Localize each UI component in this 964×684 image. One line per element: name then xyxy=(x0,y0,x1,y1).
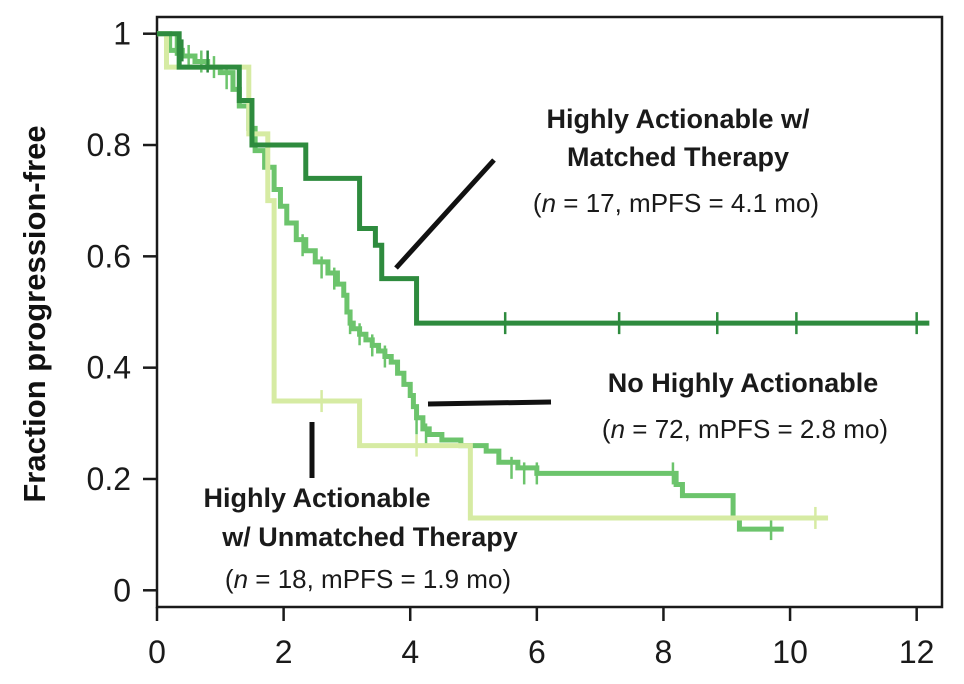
survival-step-line xyxy=(157,31,930,326)
annotation-matched-title-1: Highly Actionable w/ xyxy=(546,104,810,134)
x-tick-label: 2 xyxy=(275,634,293,670)
y-axis-ticks: 0 0.2 0.4 0.6 0.8 1 xyxy=(87,16,157,608)
survival-curves xyxy=(157,31,930,541)
annotation-no-actionable-subtitle: (n = 72, mPFS = 2.8 mo) xyxy=(602,414,888,444)
x-tick-label: 4 xyxy=(401,634,419,670)
y-tick-label: 0 xyxy=(113,572,131,608)
x-axis-ticks: 0 2 4 6 8 10 12 xyxy=(148,607,934,670)
y-tick-label: 0.2 xyxy=(87,461,131,497)
annotation-no-actionable: No Highly Actionable (n = 72, mPFS = 2.8… xyxy=(602,368,888,444)
annotation-unmatched-subtitle: (n = 18, mPFS = 1.9 mo) xyxy=(225,564,511,594)
annotation-unmatched: Highly Actionable w/ Unmatched Therapy (… xyxy=(203,483,517,594)
plot-frame xyxy=(155,15,944,609)
y-tick-label: 0.8 xyxy=(87,127,131,163)
x-tick-label: 10 xyxy=(772,634,808,670)
annotation-matched: Highly Actionable w/ Matched Therapy (n … xyxy=(533,104,819,218)
y-tick-label: 0.6 xyxy=(87,238,131,274)
annotation-matched-title-2: Matched Therapy xyxy=(567,142,789,172)
y-tick-label: 0.4 xyxy=(87,350,131,386)
annotation-matched-subtitle: (n = 17, mPFS = 4.1 mo) xyxy=(533,188,819,218)
annotation-unmatched-title-1: Highly Actionable xyxy=(203,483,430,513)
x-tick-label: 6 xyxy=(528,634,546,670)
series-matched xyxy=(157,31,930,335)
x-tick-label: 12 xyxy=(899,634,935,670)
x-tick-label: 8 xyxy=(655,634,673,670)
pointer-line-no-actionable xyxy=(427,399,552,407)
y-axis-label: Fraction progression-free xyxy=(17,125,52,502)
annotation-unmatched-title-2: w/ Unmatched Therapy xyxy=(221,522,518,552)
annotation-no-actionable-title: No Highly Actionable xyxy=(608,368,879,398)
x-tick-label: 0 xyxy=(148,634,166,670)
y-tick-label: 1 xyxy=(113,16,131,52)
pointer-line-matched xyxy=(394,158,496,270)
